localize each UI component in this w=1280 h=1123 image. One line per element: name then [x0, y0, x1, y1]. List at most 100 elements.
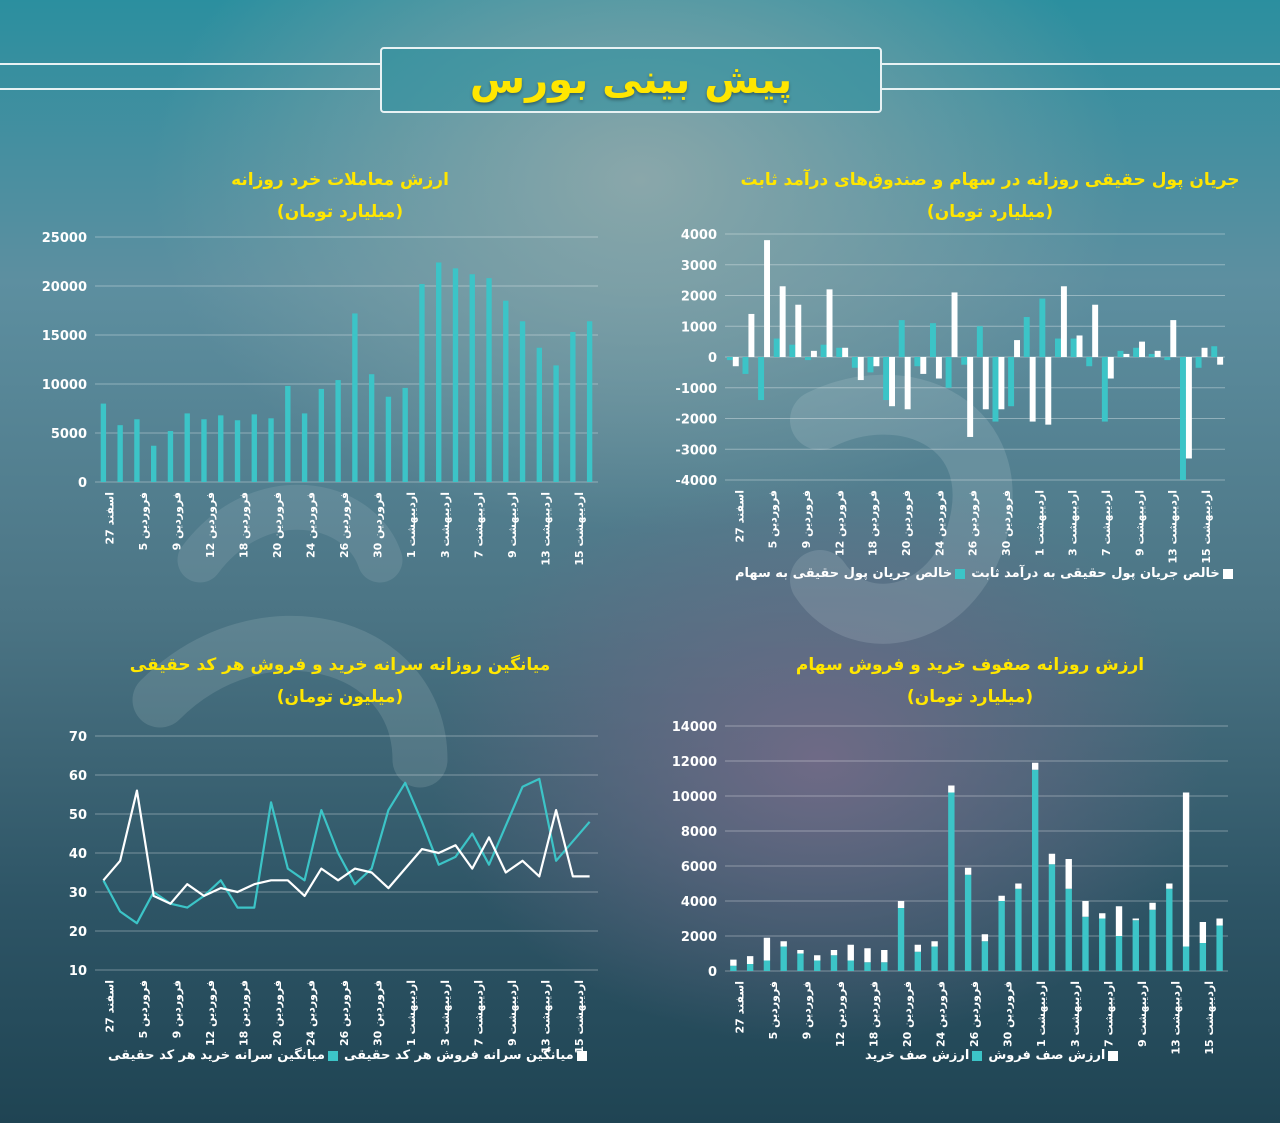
bar-fixed-income [1076, 335, 1083, 357]
bar-stocks [758, 357, 765, 401]
bar-sell-queue [1065, 859, 1072, 889]
x-tick-label: 30 فروردین [1000, 490, 1013, 556]
legend-item-buy-queue: ارزش صف خرید [865, 1048, 983, 1063]
x-tick-label: 5 فروردین [767, 490, 780, 548]
x-tick-label: 3 اردیبهشت [439, 492, 452, 558]
x-tick-label: 3 اردیبهشت [1069, 981, 1082, 1047]
bar-buy-queue [881, 962, 888, 971]
bar-stocks [851, 357, 858, 368]
bar-stocks [961, 357, 968, 365]
x-tick-label: 12 فروردین [834, 981, 847, 1047]
x-tick-label: 5 فروردین [137, 980, 150, 1038]
y-tick-label: 0 [708, 965, 717, 980]
bar-fixed-income [1185, 357, 1192, 459]
y-tick-label: 70 [69, 730, 87, 745]
bar-retail [402, 387, 408, 482]
bar-fixed-income [779, 286, 786, 357]
bar-buy-queue [948, 792, 955, 971]
x-tick-label: 7 اردیبهشت [1102, 981, 1115, 1047]
bar-stocks [1164, 357, 1171, 361]
bar-retail [436, 262, 442, 482]
x-tick-label: 20 فروردین [901, 981, 914, 1047]
bar-fixed-income [904, 357, 911, 410]
y-tick-label: -1000 [675, 382, 717, 397]
bar-stocks [867, 357, 874, 373]
y-tick-label: 40 [69, 847, 87, 862]
bar-sell-queue [814, 955, 821, 961]
x-tick-label: 27 اسفند [103, 492, 116, 545]
bar-retail [486, 278, 492, 482]
bar-stocks [992, 357, 999, 422]
bar-sell-queue [1048, 853, 1056, 865]
bar-sell-queue [1132, 918, 1139, 921]
x-tick-label: 15 اردیبهشت [573, 492, 586, 566]
bar-sell-queue [1015, 883, 1022, 889]
x-tick-label: 24 فروردین [305, 492, 318, 558]
page-title: پیش بینی بورس [469, 57, 793, 103]
y-tick-label: 0 [78, 476, 87, 491]
bar-buy-queue [864, 962, 871, 971]
bar-sell-queue [763, 937, 771, 961]
bar-stocks [805, 357, 811, 361]
bar-buy-queue [847, 960, 854, 971]
x-tick-label: 20 فروردین [271, 980, 284, 1046]
x-tick-label: 9 اردیبهشت [506, 492, 519, 558]
bar-buy-queue [1048, 864, 1056, 971]
legend-label-buy-queue: ارزش صف خرید [865, 1048, 970, 1063]
bar-retail [368, 374, 375, 482]
bar-retail [318, 388, 325, 482]
legend-swatch-teal [972, 1050, 983, 1061]
bar-fixed-income [826, 289, 833, 357]
bar-buy-queue [1166, 888, 1173, 971]
y-tick-label: 12000 [672, 755, 717, 770]
bar-fixed-income [795, 304, 802, 357]
chart-title-retail: ارزش معاملات خرد روزانه [231, 170, 449, 190]
bar-stocks [1101, 357, 1108, 422]
x-tick-label: 24 فروردین [305, 980, 318, 1046]
bar-stocks [945, 357, 952, 388]
x-tick-label: 7 اردیبهشت [472, 980, 485, 1046]
bar-buy-queue [1031, 769, 1039, 971]
y-tick-label: 8000 [681, 825, 717, 840]
bar-fixed-income [1092, 304, 1099, 357]
page-title-box: پیش بینی بورس [380, 47, 882, 113]
x-tick-label: 26 فروردین [338, 980, 351, 1046]
y-tick-label: 14000 [672, 720, 717, 735]
bar-stocks [1211, 346, 1218, 357]
bar-sell-queue [1182, 792, 1190, 947]
y-tick-label: -2000 [675, 413, 717, 428]
bar-buy-queue [1099, 918, 1106, 971]
y-tick-label: 4000 [681, 895, 717, 910]
bar-sell-queue [897, 901, 905, 908]
x-tick-label: 9 فروردین [171, 980, 184, 1038]
bar-retail [285, 385, 291, 482]
x-tick-label: 15 اردیبهشت [1203, 981, 1216, 1055]
bar-buy-queue [1065, 888, 1072, 971]
bar-stocks [1195, 357, 1202, 368]
bar-sell-queue [1216, 918, 1223, 926]
x-tick-label: 9 اردیبهشت [506, 980, 519, 1046]
bar-stocks [1070, 338, 1077, 357]
bar-sell-queue [964, 867, 972, 875]
bar-retail [117, 425, 123, 482]
x-tick-label: 26 فروردین [338, 492, 351, 558]
x-tick-label: 7 اردیبهشت [1100, 490, 1113, 556]
y-tick-label: -3000 [675, 443, 717, 458]
bar-sell-queue [1166, 883, 1173, 889]
x-tick-label: 13 اردیبهشت [539, 980, 552, 1054]
x-tick-label: 30 فروردین [372, 492, 385, 558]
x-tick-label: 12 فروردین [204, 492, 217, 558]
chart-subtitle-queues: (میلیارد تومان) [906, 687, 1034, 707]
chart-subtitle-net-flow: (میلیارد تومان) [926, 202, 1054, 222]
bar-stocks [1008, 357, 1015, 407]
x-tick-label: 18 فروردین [867, 490, 880, 556]
legend-item-buy-per-capita: میانگین سرانه خرید هر کد حقیقی [108, 1048, 338, 1063]
bar-retail [234, 420, 241, 482]
bar-stocks [789, 344, 796, 357]
bar-stocks [1086, 357, 1093, 367]
bar-stocks [742, 357, 749, 374]
bar-fixed-income [857, 357, 864, 381]
y-tick-label: 0 [708, 351, 717, 366]
bar-fixed-income [1107, 357, 1114, 379]
